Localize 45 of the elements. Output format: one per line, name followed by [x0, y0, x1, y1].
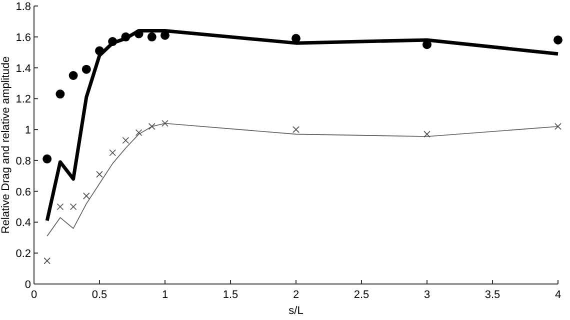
point	[121, 32, 130, 42]
point	[44, 257, 50, 264]
point	[108, 37, 118, 46]
y-tick-label: 1.8	[16, 1, 31, 13]
x-tick-label: 1.5	[222, 289, 238, 301]
point	[554, 123, 562, 130]
point	[109, 149, 116, 156]
point	[554, 35, 562, 44]
point	[292, 126, 300, 133]
line-series	[45, 28, 560, 222]
y-tick-label: 1.6	[16, 32, 31, 44]
point	[70, 203, 77, 210]
x-tick-label: 4	[554, 289, 562, 301]
point	[96, 170, 103, 178]
y-tick-label: 0	[24, 279, 31, 291]
x-tick-label: 0.5	[92, 289, 108, 301]
point	[68, 71, 78, 80]
x-tick-label: 2.5	[354, 289, 370, 301]
x-tick-label: 2	[292, 289, 300, 301]
line-series	[46, 122, 558, 237]
x-tick-label: 3.5	[484, 289, 500, 301]
x-tick-label: 3	[424, 289, 430, 301]
y-tick-label: 1.2	[16, 94, 31, 106]
point	[95, 46, 104, 56]
y-tick-label: 1	[24, 124, 31, 137]
x-tick-label: 1	[162, 289, 168, 301]
point	[82, 64, 91, 74]
point	[147, 32, 156, 42]
point	[42, 154, 52, 164]
point	[424, 130, 430, 138]
point	[122, 136, 130, 144]
point	[134, 29, 144, 38]
point	[56, 90, 65, 99]
point	[56, 203, 64, 210]
x-axis-title: s/L	[288, 305, 304, 317]
point	[148, 123, 156, 130]
y-tick-label: 0.4	[16, 217, 31, 230]
point	[135, 129, 142, 136]
point	[83, 192, 90, 200]
y-tick-label: 0.6	[16, 186, 31, 198]
y-tick-label: 1.4	[16, 62, 31, 75]
y-tick-label: 0.8	[16, 155, 31, 168]
y-axis-title: Relative Drag and relative amplitude	[0, 56, 12, 234]
point	[162, 120, 168, 127]
y-tick-label: 0.2	[16, 248, 31, 260]
